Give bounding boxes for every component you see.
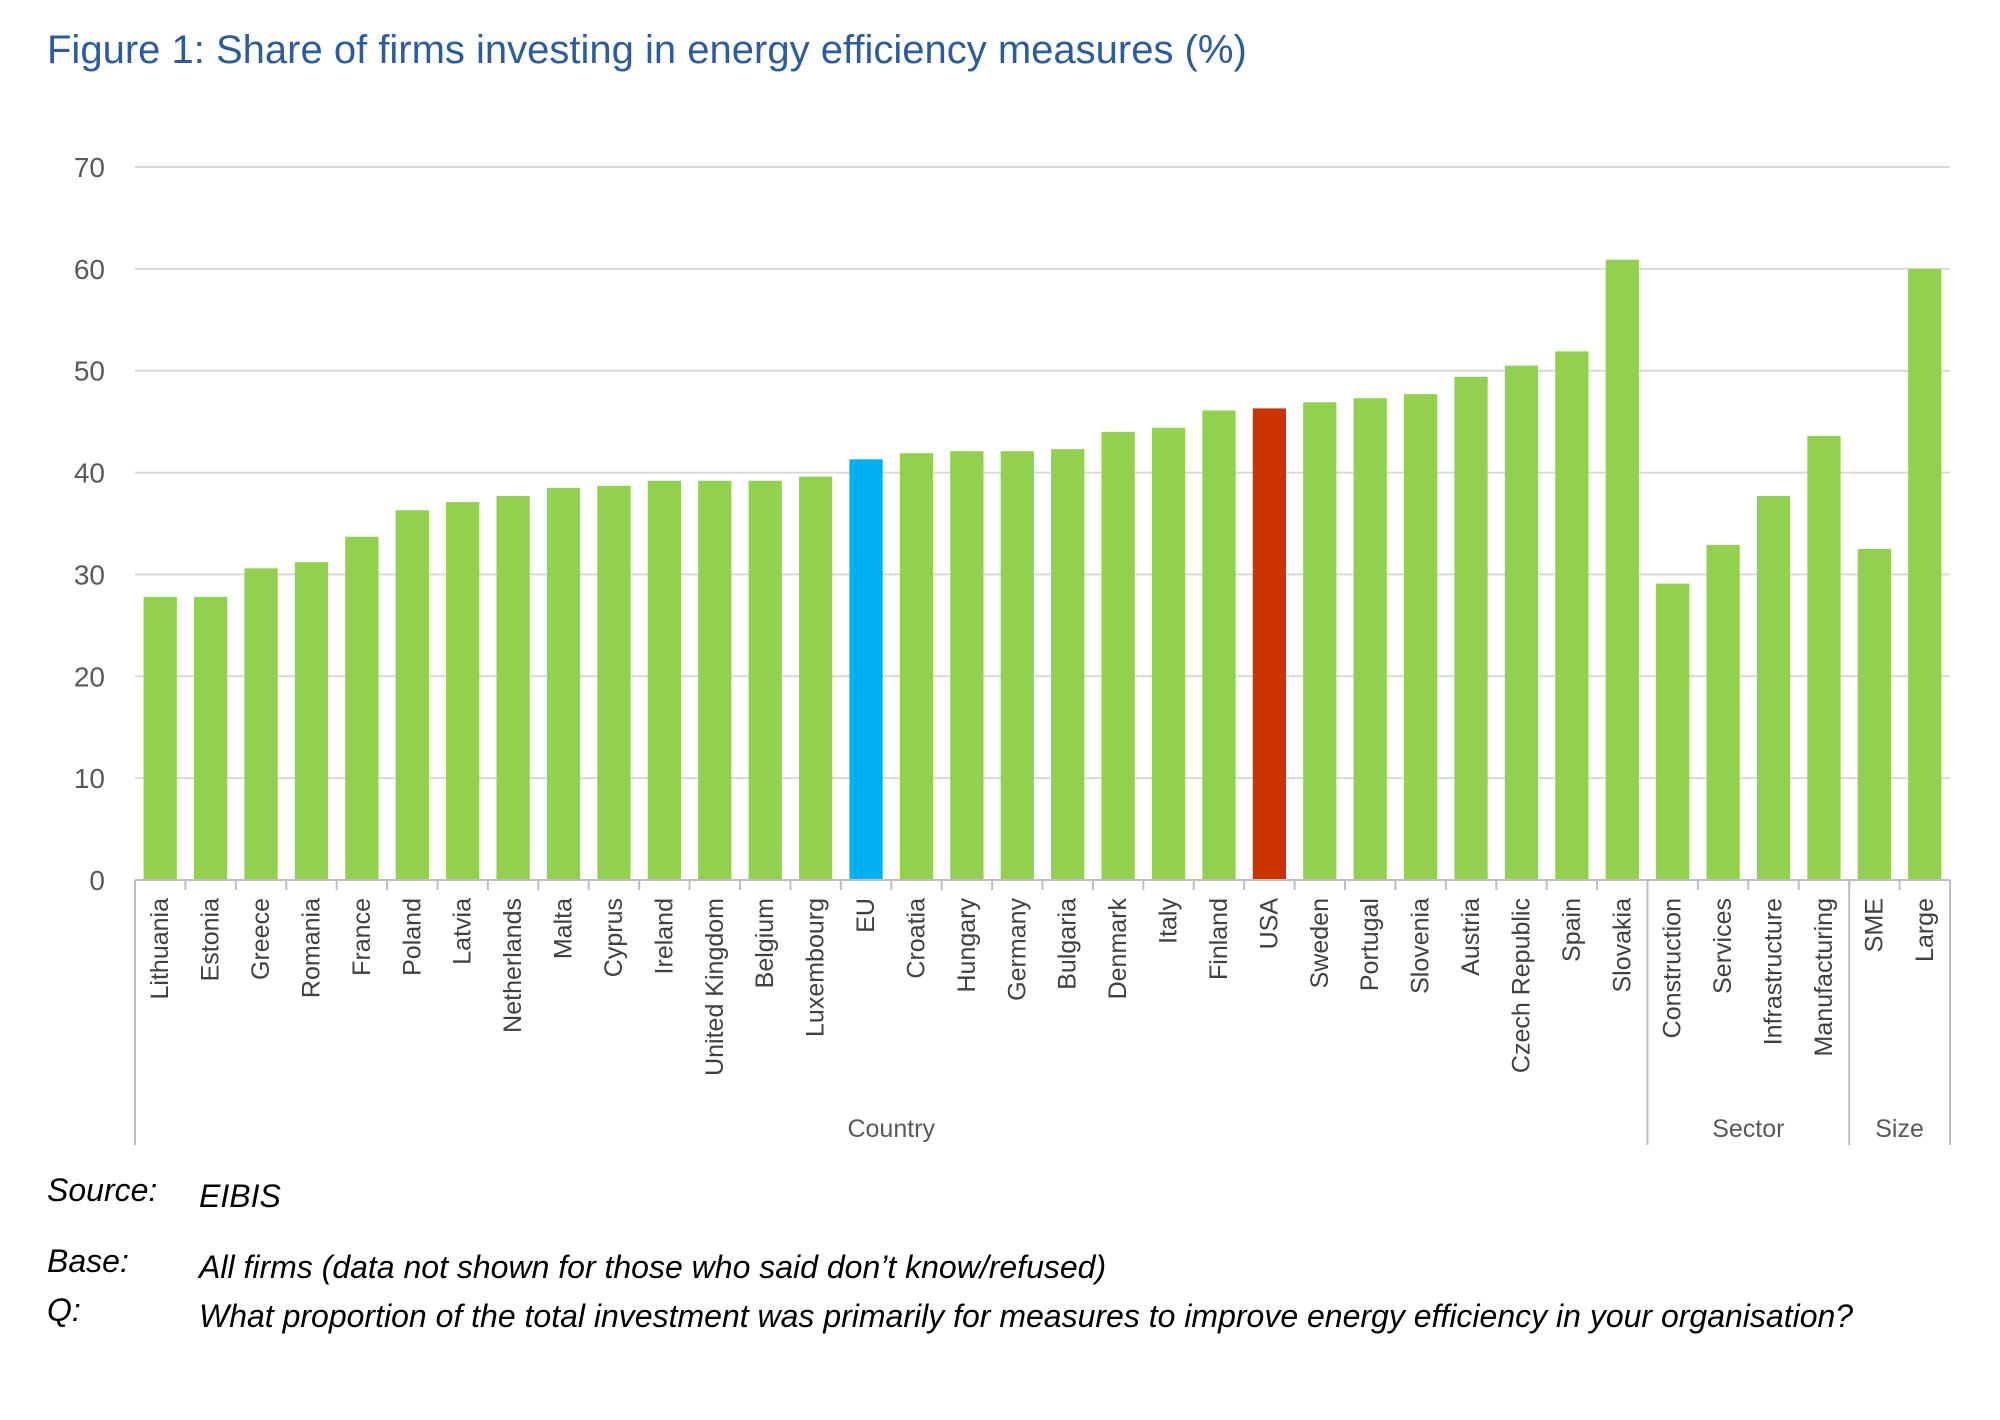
bar-united-kingdom [698,480,732,880]
category-label: Sweden [1306,898,1334,988]
category-label: USA [1255,898,1283,950]
bar-cyprus [597,485,631,880]
category-label: Portugal [1356,898,1384,991]
category-label: France [348,898,376,976]
y-axis-ticks: 0 10 20 30 40 50 60 70 [74,152,105,896]
category-label: Manufacturing [1810,898,1838,1056]
category-label: Romania [297,898,325,998]
y-tick-label: 30 [74,559,105,590]
category-label: Construction [1659,898,1687,1038]
y-tick-label: 70 [74,152,105,183]
base-key: Base: [47,1243,129,1279]
bar-chart: 0 10 20 30 40 50 60 70 Lithuania Estonia Greece Ro… [74,152,1951,1145]
bar-latvia [446,502,480,880]
bar-belgium [748,480,782,880]
y-tick-label: 10 [74,763,105,794]
category-label: Germany [1003,898,1031,1001]
category-label: Slovakia [1608,898,1636,993]
gridlines [135,166,1950,780]
group-labels: Country Sector Size [847,1115,1923,1143]
bar-usa [1252,408,1287,880]
category-labels: Lithuania Estonia Greece Romania France Polan… [146,898,1939,1076]
y-tick-label: 50 [74,356,105,387]
bar-poland [395,510,429,880]
bar-denmark [1101,431,1135,880]
bar-manufacturing [1807,435,1841,880]
bar-estonia [193,596,228,880]
category-label: Cyprus [600,898,628,977]
category-label: Bulgaria [1054,898,1082,990]
y-tick-label: 40 [74,458,105,489]
base-value: All firms (data not shown for those who … [199,1249,1107,1285]
bar-services [1706,544,1740,880]
y-tick-label: 20 [74,661,105,692]
category-label: Croatia [902,898,930,979]
bar-netherlands [496,495,530,880]
y-tick-label: 60 [74,254,105,285]
category-label: Luxembourg [802,898,830,1037]
bar-large [1908,268,1942,880]
bars [143,259,1942,880]
category-label: Austria [1457,898,1485,976]
bar-germany [1000,451,1034,880]
category-label: SME [1860,898,1888,952]
bar-infrastructure [1756,495,1791,880]
bar-eu [849,459,883,880]
y-tick-label: 0 [89,865,105,896]
category-label: Ireland [650,898,678,974]
category-label: Estonia [197,898,225,981]
chart-title: Figure 1: Share of firms investing in en… [47,28,1247,72]
category-label: Belgium [751,898,779,988]
bar-sweden [1303,402,1337,880]
x-axis [134,879,1951,1145]
group-label: Sector [1712,1115,1784,1143]
bar-croatia [899,453,934,880]
bar-spain [1555,351,1589,880]
bar-sme [1857,548,1892,880]
question-value: What proportion of the total investment … [199,1298,1854,1334]
bar-portugal [1353,398,1387,880]
source-key: Source: [47,1172,158,1208]
category-label: Services [1709,898,1737,994]
category-label: Denmark [1104,898,1132,1000]
bar-finland [1202,410,1236,880]
category-label: EU [852,898,880,933]
source-value: EIBIS [199,1178,281,1214]
category-label: Italy [1155,898,1183,944]
bar-france [345,536,379,880]
category-label: Large [1911,898,1939,962]
group-label: Country [847,1115,935,1143]
bar-lithuania [143,596,177,880]
category-label: Infrastructure [1760,898,1788,1045]
category-label: Slovenia [1407,898,1435,994]
bar-italy [1151,427,1186,880]
bar-bulgaria [1051,449,1085,880]
question-key: Q: [47,1292,81,1328]
bar-luxembourg [798,476,833,880]
bar-ireland [647,480,682,880]
category-label: Spain [1558,898,1586,962]
group-label: Size [1875,1115,1924,1143]
category-label: Malta [550,898,578,959]
bar-czech-republic [1504,365,1539,880]
category-label: Netherlands [499,898,527,1033]
bar-greece [244,568,278,880]
bar-hungary [950,451,984,880]
category-label: United Kingdom [701,898,729,1076]
category-label: Hungary [953,898,981,993]
bar-slovakia [1605,259,1639,880]
category-label: Finland [1205,898,1233,980]
category-label: Latvia [449,898,477,965]
bar-malta [546,487,581,880]
category-label: Greece [247,898,275,980]
bar-slovenia [1403,394,1438,880]
category-label: Lithuania [146,898,174,1000]
category-label: Poland [398,898,426,976]
category-label: Czech Republic [1507,898,1535,1073]
bar-austria [1454,376,1488,880]
bar-romania [294,562,329,880]
bar-construction [1656,583,1690,880]
